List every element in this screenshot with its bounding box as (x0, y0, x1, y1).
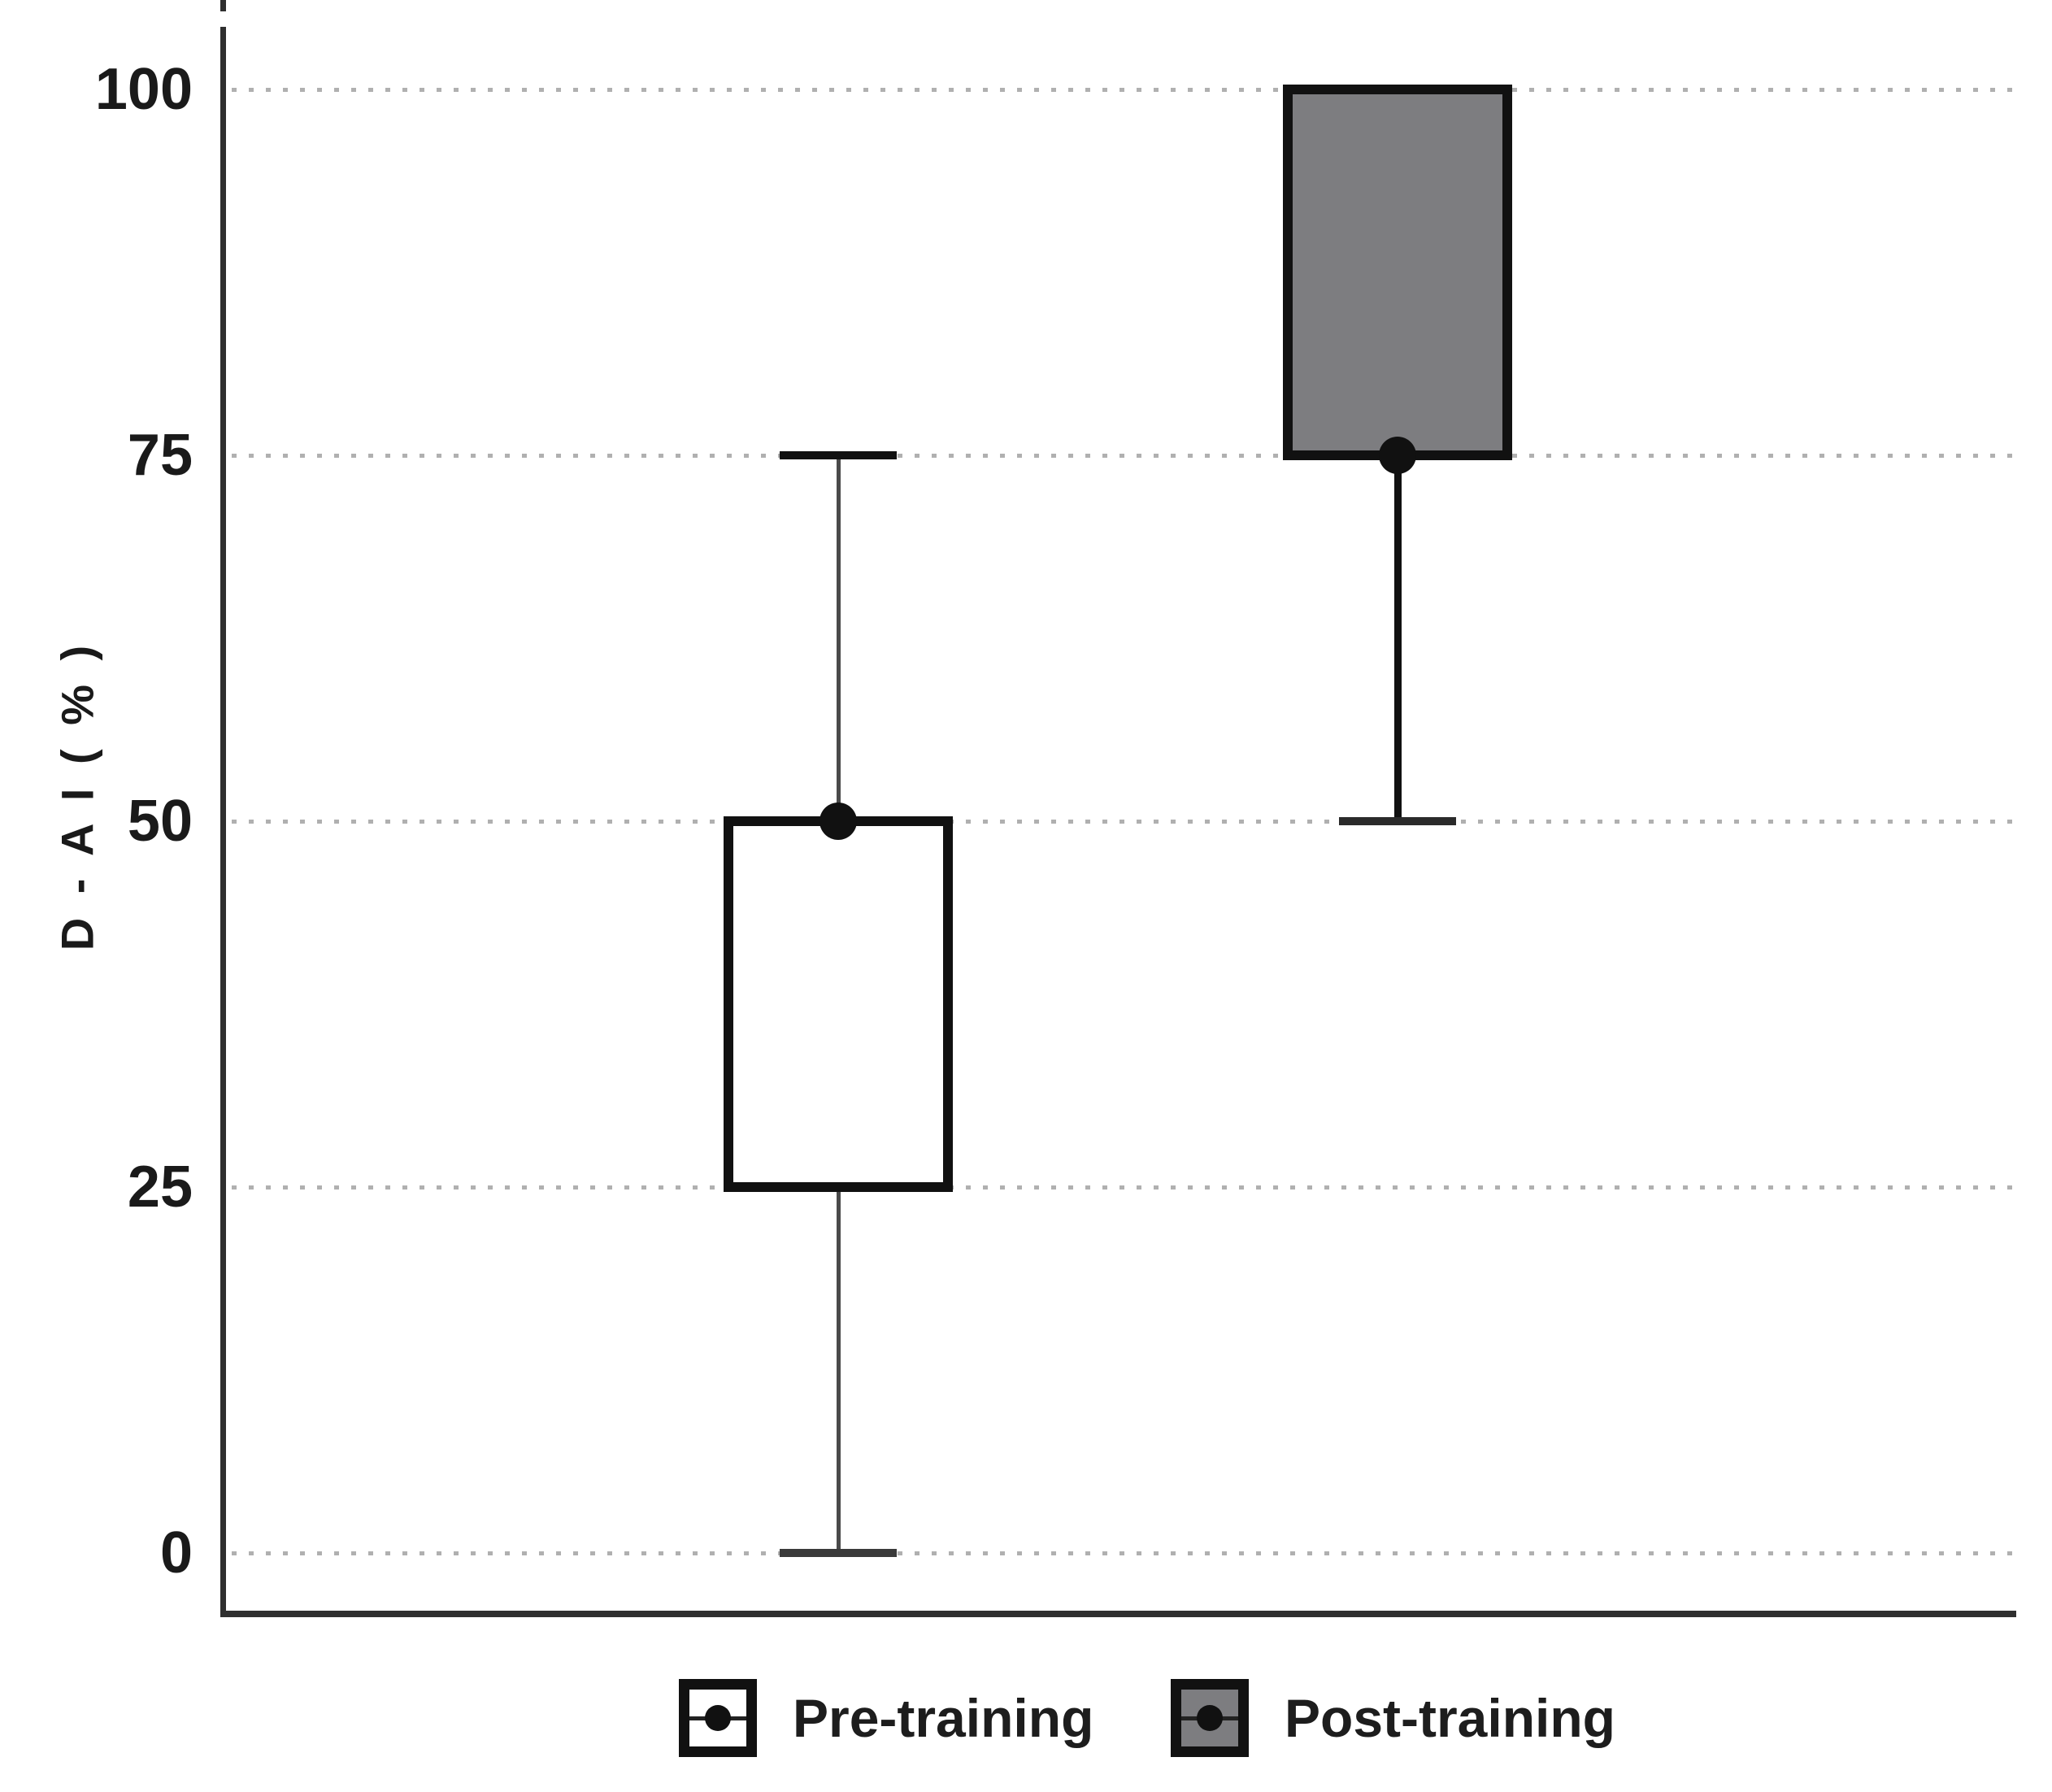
y-tick-label-75: 75 (127, 423, 193, 488)
gridline-y-25 (232, 1185, 2016, 1190)
whisker-cap-low-0 (780, 1549, 897, 1557)
y-tick-label-0: 0 (159, 1520, 193, 1585)
box-post-training (1283, 85, 1512, 460)
box-pre-training (724, 816, 953, 1192)
legend-item-pre-training: Pre-training (679, 1679, 1093, 1757)
post-training-boxplot-swatch-icon (1171, 1679, 1249, 1757)
x-axis-line (220, 1611, 2016, 1617)
legend-label-pre-training: Pre-training (793, 1688, 1094, 1748)
gridline-y-50 (232, 820, 2016, 824)
gridline-y-0 (232, 1551, 2016, 1555)
legend-item-post-training: Post-training (1171, 1679, 1615, 1757)
swatch-median-dot (1197, 1705, 1223, 1731)
gridline-y-100 (232, 88, 2016, 92)
swatch-median-dot (705, 1705, 731, 1731)
y-tick-label-100: 100 (94, 57, 193, 122)
median-dot-0 (819, 802, 857, 840)
median-dot-1 (1379, 437, 1416, 474)
y-tick-label-50: 50 (127, 789, 193, 854)
y-axis-line (220, 27, 226, 1617)
pre-training-boxplot-swatch-icon (679, 1679, 757, 1757)
y-axis-tip-mark (220, 0, 226, 11)
legend-label-post-training: Post-training (1285, 1688, 1615, 1748)
gridline-y-75 (232, 454, 2016, 458)
y-tick-label-25: 25 (127, 1155, 193, 1220)
whisker-cap-low-1 (1339, 817, 1456, 825)
whisker-cap-high-0 (780, 451, 897, 459)
y-axis-title: D - A I ( % ) (51, 639, 103, 951)
